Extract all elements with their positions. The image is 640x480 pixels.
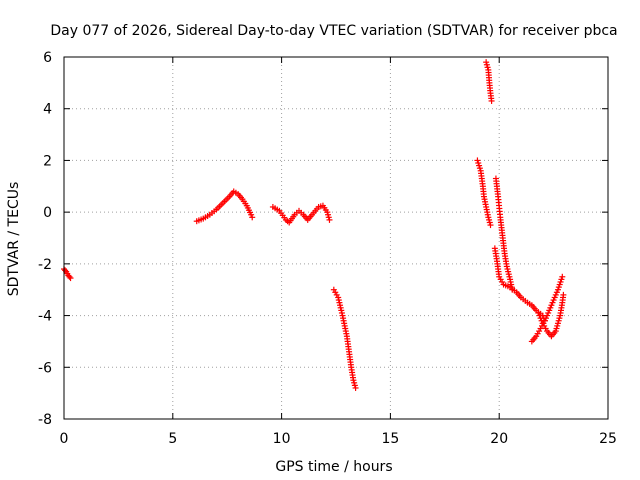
y-tick-label: 0 (43, 205, 52, 221)
y-tick-label: -6 (38, 360, 52, 376)
x-tick-label: 10 (273, 431, 291, 447)
y-tick-label: -2 (38, 257, 52, 273)
chart-title: Day 077 of 2026, Sidereal Day-to-day VTE… (50, 23, 617, 39)
x-tick-label: 25 (599, 431, 617, 447)
x-axis-label: GPS time / hours (275, 459, 392, 475)
data-point (62, 267, 69, 274)
axis-ticks: 0 5 10 15 20 25 -8 -6 -4 -2 0 2 4 6 (38, 50, 617, 447)
data-point (560, 291, 567, 298)
data-point (559, 273, 566, 280)
y-tick-label: -8 (38, 412, 52, 428)
data-points (61, 59, 567, 391)
y-tick-label: 4 (43, 102, 52, 118)
data-point (326, 216, 333, 223)
data-point (66, 273, 73, 280)
x-tick-label: 5 (168, 431, 177, 447)
data-point (352, 384, 359, 391)
data-point (249, 214, 256, 221)
data-point (488, 97, 495, 104)
x-tick-label: 20 (490, 431, 508, 447)
y-tick-label: -4 (38, 309, 52, 325)
grid-lines (64, 57, 608, 419)
plot-frame (63, 56, 609, 420)
x-tick-label: 0 (60, 431, 69, 447)
y-axis-label: SDTVAR / TECUs (6, 182, 22, 297)
y-tick-label: 6 (43, 50, 52, 66)
x-tick-label: 15 (381, 431, 399, 447)
y-tick-label: 2 (43, 153, 52, 169)
data-point (67, 275, 74, 282)
data-point (487, 222, 494, 229)
